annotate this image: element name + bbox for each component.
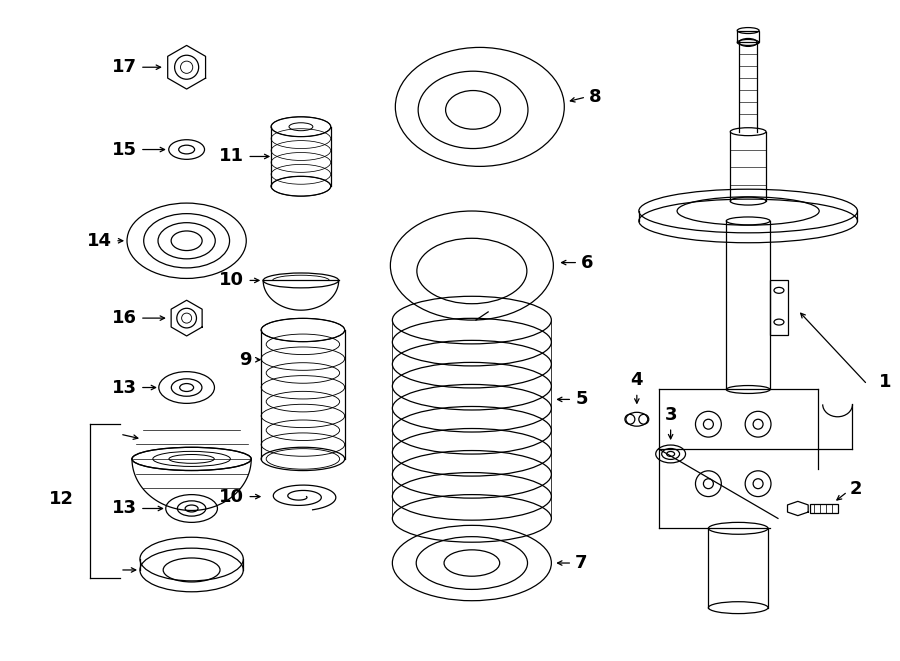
Text: 5: 5 [575,391,588,408]
Text: 13: 13 [112,379,137,397]
Text: 4: 4 [631,371,644,389]
Text: 16: 16 [112,309,137,327]
Text: 13: 13 [112,500,137,518]
Text: 3: 3 [664,407,677,424]
Text: 1: 1 [879,373,892,391]
Text: 12: 12 [50,490,75,508]
Bar [810,504,838,514]
Text: 15: 15 [112,141,137,159]
Text: 2: 2 [850,480,862,498]
Text: 9: 9 [238,351,251,369]
Bar [770,280,788,335]
Text: 11: 11 [220,147,244,165]
Text: 17: 17 [112,58,137,76]
Text: 10: 10 [220,272,244,290]
Bar [737,30,759,42]
Text: 6: 6 [581,254,594,272]
Text: 7: 7 [575,554,588,572]
Text: 10: 10 [220,488,244,506]
Text: 14: 14 [87,232,112,250]
Text: 8: 8 [590,88,602,106]
